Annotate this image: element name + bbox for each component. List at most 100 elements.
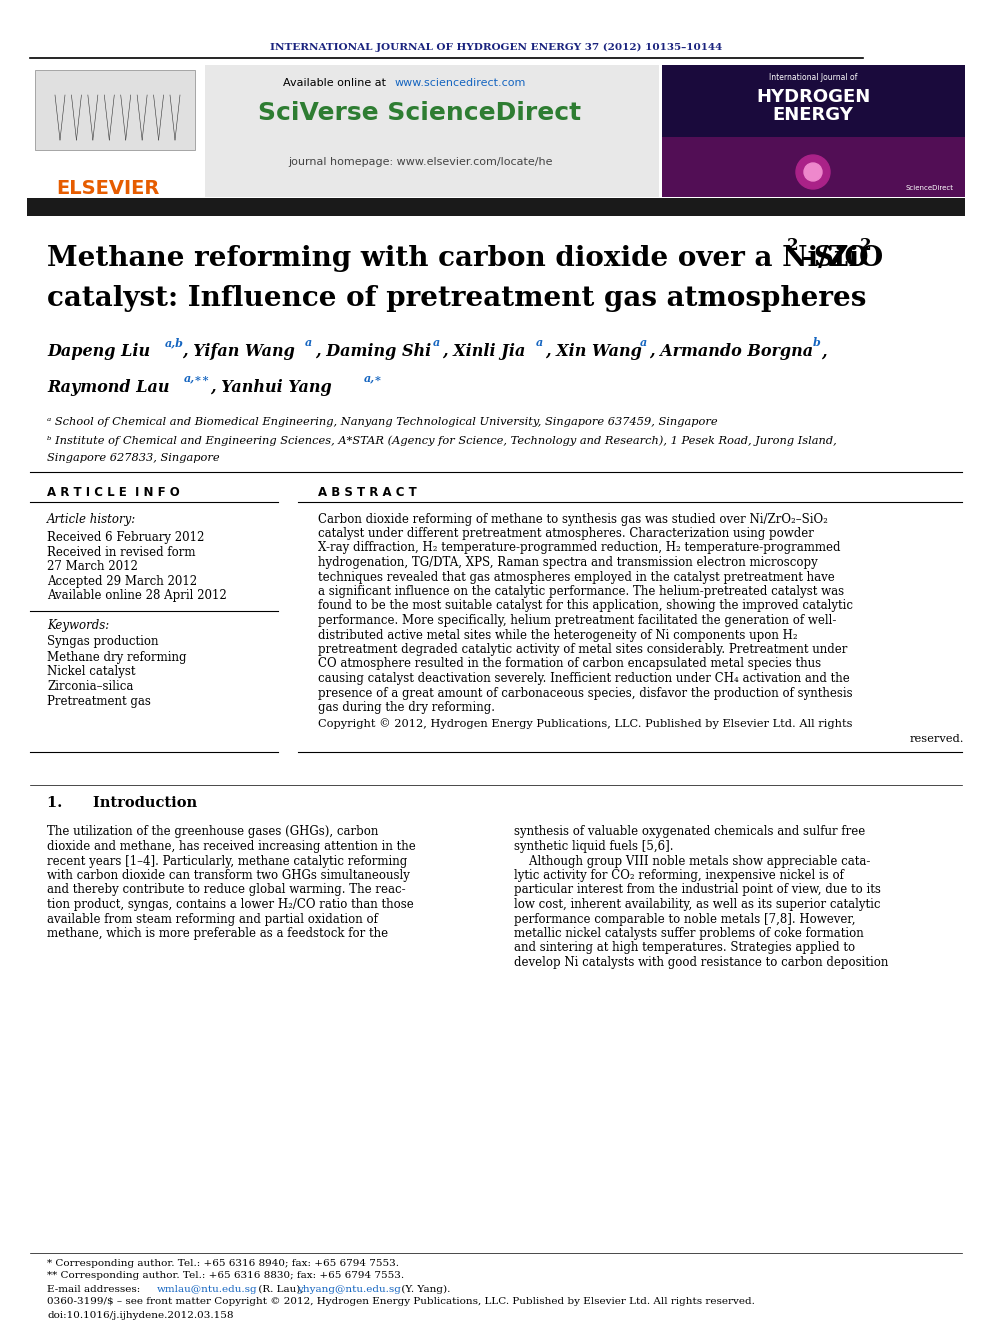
Text: and sintering at high temperatures. Strategies applied to: and sintering at high temperatures. Stra… <box>514 942 855 954</box>
Text: a: a <box>305 337 312 348</box>
Text: and thereby contribute to reduce global warming. The reac-: and thereby contribute to reduce global … <box>47 884 406 897</box>
Text: INTERNATIONAL JOURNAL OF HYDROGEN ENERGY 37 (2012) 10135–10144: INTERNATIONAL JOURNAL OF HYDROGEN ENERGY… <box>270 42 722 52</box>
Text: Accepted 29 March 2012: Accepted 29 March 2012 <box>47 574 197 587</box>
Text: Available online 28 April 2012: Available online 28 April 2012 <box>47 590 227 602</box>
Text: wmlau@ntu.edu.sg: wmlau@ntu.edu.sg <box>157 1285 258 1294</box>
Text: CO atmosphere resulted in the formation of carbon encapsulated metal species thu: CO atmosphere resulted in the formation … <box>318 658 821 671</box>
Text: 2: 2 <box>860 237 872 254</box>
Text: Zirconia–silica: Zirconia–silica <box>47 680 133 693</box>
Text: gas during the dry reforming.: gas during the dry reforming. <box>318 701 495 714</box>
Text: Methane dry reforming: Methane dry reforming <box>47 651 186 664</box>
Text: metallic nickel catalysts suffer problems of coke formation: metallic nickel catalysts suffer problem… <box>514 927 864 941</box>
Text: 0360-3199/$ – see front matter Copyright © 2012, Hydrogen Energy Publications, L: 0360-3199/$ – see front matter Copyright… <box>47 1298 755 1307</box>
Text: with carbon dioxide can transform two GHGs simultaneously: with carbon dioxide can transform two GH… <box>47 869 410 882</box>
Text: hydrogenation, TG/DTA, XPS, Raman spectra and transmission electron microscopy: hydrogenation, TG/DTA, XPS, Raman spectr… <box>318 556 817 569</box>
Text: low cost, inherent availability, as well as its superior catalytic: low cost, inherent availability, as well… <box>514 898 881 912</box>
Text: performance. More specifically, helium pretreatment facilitated the generation o: performance. More specifically, helium p… <box>318 614 836 627</box>
Text: , Yifan Wang: , Yifan Wang <box>182 344 295 360</box>
Text: methane, which is more preferable as a feedstock for the: methane, which is more preferable as a f… <box>47 927 388 941</box>
Text: a: a <box>640 337 647 348</box>
Text: catalyst: Influence of pretreatment gas atmospheres: catalyst: Influence of pretreatment gas … <box>47 284 866 311</box>
Text: 1.      Introduction: 1. Introduction <box>47 796 197 810</box>
Text: dioxide and methane, has received increasing attention in the: dioxide and methane, has received increa… <box>47 840 416 853</box>
Text: , Armando Borgna: , Armando Borgna <box>649 344 813 360</box>
Text: a,b: a,b <box>165 337 184 348</box>
Text: (R. Lau),: (R. Lau), <box>255 1285 307 1294</box>
Text: a: a <box>536 337 544 348</box>
Text: b: b <box>813 337 820 348</box>
Text: ᵇ Institute of Chemical and Engineering Sciences, A*STAR (Agency for Science, Te: ᵇ Institute of Chemical and Engineering … <box>47 435 836 446</box>
Text: distributed active metal sites while the heterogeneity of Ni components upon H₂: distributed active metal sites while the… <box>318 628 798 642</box>
Text: –SiO: –SiO <box>800 245 869 271</box>
Text: E-mail addresses:: E-mail addresses: <box>47 1285 144 1294</box>
Text: Pretreatment gas: Pretreatment gas <box>47 696 151 709</box>
Text: a,∗: a,∗ <box>364 373 383 384</box>
Text: yhyang@ntu.edu.sg: yhyang@ntu.edu.sg <box>297 1285 401 1294</box>
Text: SciVerse ScienceDirect: SciVerse ScienceDirect <box>259 101 581 124</box>
Text: Although group VIII noble metals show appreciable cata-: Although group VIII noble metals show ap… <box>514 855 870 868</box>
Circle shape <box>796 155 830 189</box>
Circle shape <box>804 163 822 181</box>
Text: The utilization of the greenhouse gases (GHGs), carbon: The utilization of the greenhouse gases … <box>47 826 378 839</box>
Text: ** Corresponding author. Tel.: +65 6316 8830; fax: +65 6794 7553.: ** Corresponding author. Tel.: +65 6316 … <box>47 1271 404 1281</box>
Text: develop Ni catalysts with good resistance to carbon deposition: develop Ni catalysts with good resistanc… <box>514 957 889 968</box>
Text: Received 6 February 2012: Received 6 February 2012 <box>47 531 204 544</box>
Text: recent years [1–4]. Particularly, methane catalytic reforming: recent years [1–4]. Particularly, methan… <box>47 855 408 868</box>
Text: a: a <box>433 337 440 348</box>
Text: journal homepage: www.elsevier.com/locate/he: journal homepage: www.elsevier.com/locat… <box>288 157 553 167</box>
Text: (Y. Yang).: (Y. Yang). <box>398 1285 450 1294</box>
Text: ENERGY: ENERGY <box>773 106 853 124</box>
Text: lytic activity for CO₂ reforming, inexpensive nickel is of: lytic activity for CO₂ reforming, inexpe… <box>514 869 844 882</box>
Text: reserved.: reserved. <box>910 734 964 744</box>
Text: a significant influence on the catalytic performance. The helium-pretreated cata: a significant influence on the catalytic… <box>318 585 844 598</box>
Text: ELSEVIER: ELSEVIER <box>57 179 160 197</box>
Text: Syngas production: Syngas production <box>47 635 159 648</box>
Text: Copyright © 2012, Hydrogen Energy Publications, LLC. Published by Elsevier Ltd. : Copyright © 2012, Hydrogen Energy Public… <box>318 718 852 729</box>
Text: A B S T R A C T: A B S T R A C T <box>318 486 417 499</box>
Text: www.sciencedirect.com: www.sciencedirect.com <box>395 78 527 89</box>
Text: Received in revised form: Received in revised form <box>47 546 195 560</box>
Text: techniques revealed that gas atmospheres employed in the catalyst pretreatment h: techniques revealed that gas atmospheres… <box>318 570 834 583</box>
Text: tion product, syngas, contains a lower H₂/CO ratio than those: tion product, syngas, contains a lower H… <box>47 898 414 912</box>
Text: 27 March 2012: 27 March 2012 <box>47 561 138 573</box>
Text: ᵃ School of Chemical and Biomedical Engineering, Nanyang Technological Universit: ᵃ School of Chemical and Biomedical Engi… <box>47 417 717 427</box>
Text: a,∗∗: a,∗∗ <box>184 373 210 384</box>
Text: International Journal of: International Journal of <box>769 74 857 82</box>
Text: synthesis of valuable oxygenated chemicals and sulfur free: synthesis of valuable oxygenated chemica… <box>514 826 865 839</box>
Text: Dapeng Liu: Dapeng Liu <box>47 344 150 360</box>
Text: , Xinli Jia: , Xinli Jia <box>442 344 526 360</box>
Text: Carbon dioxide reforming of methane to synthesis gas was studied over Ni/ZrO₂–Si: Carbon dioxide reforming of methane to s… <box>318 512 828 525</box>
Text: catalyst under different pretreatment atmospheres. Characterization using powder: catalyst under different pretreatment at… <box>318 527 813 540</box>
Text: performance comparable to noble metals [7,8]. However,: performance comparable to noble metals [… <box>514 913 855 926</box>
Text: Available online at: Available online at <box>283 78 390 89</box>
Text: pretreatment degraded catalytic activity of metal sites considerably. Pretreatme: pretreatment degraded catalytic activity… <box>318 643 847 656</box>
Text: synthetic liquid fuels [5,6].: synthetic liquid fuels [5,6]. <box>514 840 674 853</box>
Text: presence of a great amount of carbonaceous species, disfavor the production of s: presence of a great amount of carbonaceo… <box>318 687 853 700</box>
Text: Nickel catalyst: Nickel catalyst <box>47 665 136 679</box>
Text: causing catalyst deactivation severely. Inefficient reduction under CH₄ activati: causing catalyst deactivation severely. … <box>318 672 850 685</box>
Text: , Xin Wang: , Xin Wang <box>545 344 642 360</box>
Text: Singapore 627833, Singapore: Singapore 627833, Singapore <box>47 452 219 463</box>
Text: ScienceDirect: ScienceDirect <box>906 185 954 191</box>
Text: Methane reforming with carbon dioxide over a Ni/ZiO: Methane reforming with carbon dioxide ov… <box>47 245 883 271</box>
Text: , Daming Shi: , Daming Shi <box>315 344 432 360</box>
FancyBboxPatch shape <box>27 65 659 197</box>
Text: Keywords:: Keywords: <box>47 619 109 632</box>
Text: Article history:: Article history: <box>47 513 136 527</box>
FancyBboxPatch shape <box>27 65 205 197</box>
Text: particular interest from the industrial point of view, due to its: particular interest from the industrial … <box>514 884 881 897</box>
FancyBboxPatch shape <box>662 138 965 197</box>
Text: HYDROGEN: HYDROGEN <box>756 89 870 106</box>
Text: X-ray diffraction, H₂ temperature-programmed reduction, H₂ temperature-programme: X-ray diffraction, H₂ temperature-progra… <box>318 541 840 554</box>
Text: A R T I C L E  I N F O: A R T I C L E I N F O <box>47 486 180 499</box>
Text: , Yanhui Yang: , Yanhui Yang <box>210 378 331 396</box>
Text: found to be the most suitable catalyst for this application, showing the improve: found to be the most suitable catalyst f… <box>318 599 853 613</box>
Text: * Corresponding author. Tel.: +65 6316 8940; fax: +65 6794 7553.: * Corresponding author. Tel.: +65 6316 8… <box>47 1258 399 1267</box>
Text: 2: 2 <box>787 237 799 254</box>
FancyBboxPatch shape <box>662 65 965 197</box>
Text: Raymond Lau: Raymond Lau <box>47 378 170 396</box>
Text: doi:10.1016/j.ijhydene.2012.03.158: doi:10.1016/j.ijhydene.2012.03.158 <box>47 1311 233 1319</box>
FancyBboxPatch shape <box>35 70 195 149</box>
FancyBboxPatch shape <box>27 198 965 216</box>
Text: ,: , <box>821 344 826 360</box>
